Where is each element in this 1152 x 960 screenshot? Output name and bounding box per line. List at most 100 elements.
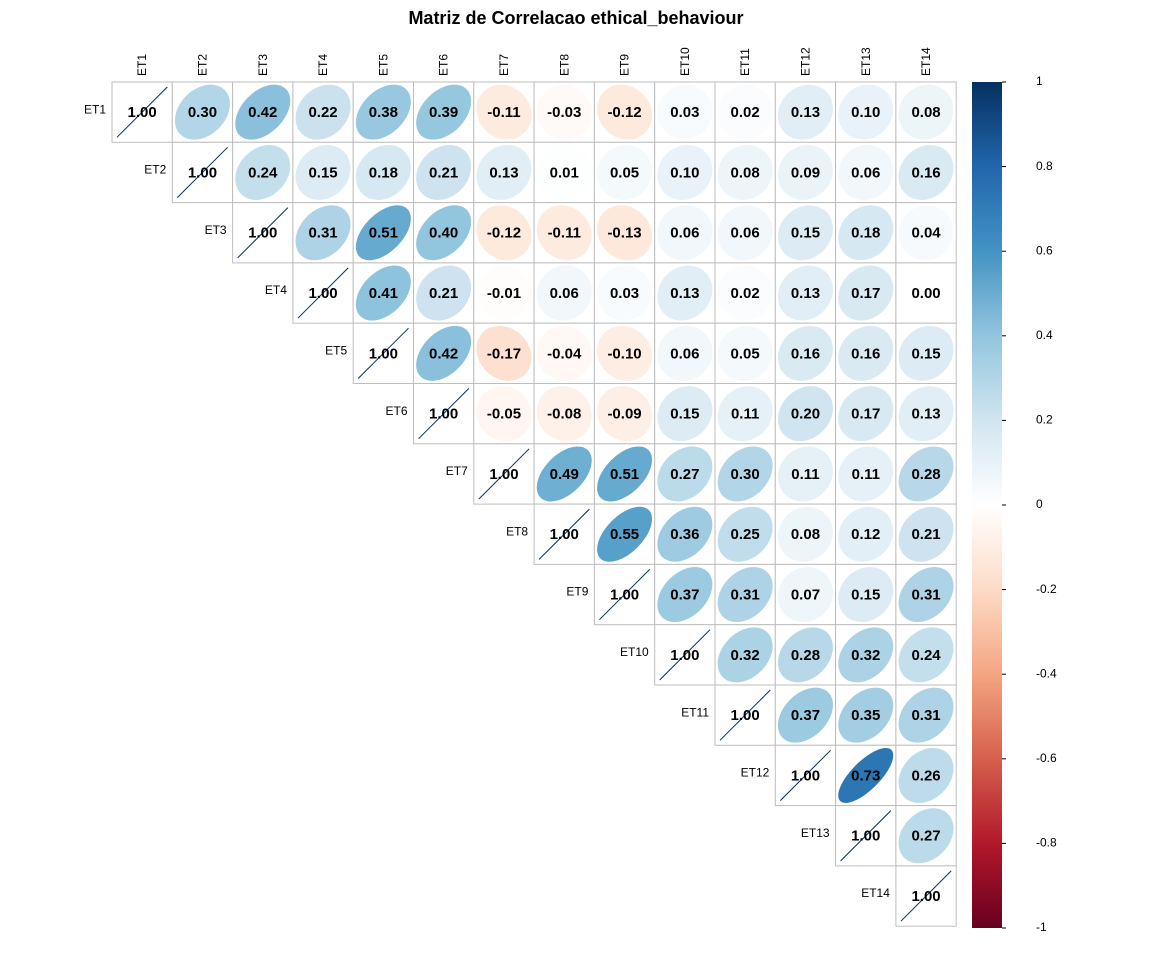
colorbar-tick-label: -0.8 xyxy=(1036,836,1057,850)
correlation-value: 0.37 xyxy=(791,707,820,724)
correlation-value: 0.15 xyxy=(851,587,880,604)
correlation-ellipse xyxy=(295,144,351,200)
correlation-value: 0.02 xyxy=(731,104,760,121)
row-label-et8: ET8 xyxy=(506,524,528,538)
correlation-value: -0.04 xyxy=(547,345,582,362)
correlation-value: -0.05 xyxy=(487,406,521,423)
diagonal-line xyxy=(176,146,228,198)
diagonal-line xyxy=(779,749,831,801)
correlation-ellipse xyxy=(476,265,532,321)
colorbar-tick-label: -1 xyxy=(1036,920,1047,934)
correlation-value: 0.13 xyxy=(670,285,699,302)
correlation-ellipse xyxy=(235,144,291,200)
correlation-value: 0.28 xyxy=(911,466,940,483)
correlation-ellipse xyxy=(717,627,773,683)
correlation-value: 0.32 xyxy=(731,647,760,664)
correlation-value: 1.00 xyxy=(489,466,518,483)
correlation-ellipse xyxy=(597,84,653,140)
correlation-value: 0.39 xyxy=(429,104,458,121)
correlation-ellipse xyxy=(416,325,472,381)
correlation-ellipse xyxy=(838,687,894,743)
diagonal-line xyxy=(538,508,590,560)
correlation-ellipse xyxy=(536,144,592,200)
correlation-ellipse xyxy=(898,687,954,743)
correlation-value: 1.00 xyxy=(791,767,820,784)
correlation-ellipse xyxy=(777,446,833,502)
correlation-value: 0.21 xyxy=(429,164,458,181)
correlation-ellipse xyxy=(838,506,894,562)
correlation-value: -0.11 xyxy=(487,104,520,121)
correlation-ellipse xyxy=(657,205,713,261)
correlation-value: 0.10 xyxy=(851,104,880,121)
correlation-value: 0.21 xyxy=(429,285,458,302)
correlation-value: 0.30 xyxy=(188,104,217,121)
diagonal-line xyxy=(659,629,711,681)
column-label-et4: ET4 xyxy=(316,54,330,76)
correlation-value: 0.42 xyxy=(248,104,277,121)
correlation-value: 0.10 xyxy=(670,164,699,181)
correlation-ellipse xyxy=(898,205,954,261)
correlation-ellipse xyxy=(295,84,351,140)
correlation-value: 0.16 xyxy=(911,164,940,181)
correlation-value: 0.36 xyxy=(670,526,699,543)
column-label-et10: ET10 xyxy=(678,47,692,76)
correlation-ellipse xyxy=(898,144,954,200)
correlation-ellipse xyxy=(898,627,954,683)
diagonal-line xyxy=(840,810,892,862)
correlation-value: 0.06 xyxy=(851,164,880,181)
column-label-et12: ET12 xyxy=(798,47,812,76)
correlation-ellipse xyxy=(597,325,653,381)
correlation-value: 0.08 xyxy=(791,526,820,543)
correlation-value: 0.06 xyxy=(731,225,760,242)
correlation-value: -0.09 xyxy=(607,406,641,423)
correlation-ellipse xyxy=(777,144,833,200)
correlation-ellipse xyxy=(536,325,592,381)
row-label-et7: ET7 xyxy=(446,464,468,478)
colorbar-tick-label: -0.2 xyxy=(1036,582,1057,596)
colorbar-tick-label: 0.4 xyxy=(1036,328,1053,342)
correlation-value: 0.15 xyxy=(308,164,337,181)
correlation-ellipse xyxy=(416,84,472,140)
correlation-value: 1.00 xyxy=(911,888,940,905)
correlation-ellipse xyxy=(777,567,833,623)
correlation-value: 0.26 xyxy=(911,767,940,784)
correlation-value: 0.13 xyxy=(911,406,940,423)
correlation-ellipse xyxy=(777,84,833,140)
correlation-value: 0.01 xyxy=(550,164,579,181)
correlation-value: 0.09 xyxy=(791,164,820,181)
correlation-value: 0.02 xyxy=(731,285,760,302)
correlation-value: 0.13 xyxy=(791,104,820,121)
row-label-et2: ET2 xyxy=(144,163,166,177)
correlation-value: 0.31 xyxy=(731,587,760,604)
column-label-et9: ET9 xyxy=(618,54,632,76)
correlation-ellipse xyxy=(536,265,592,321)
row-label-et13: ET13 xyxy=(801,826,830,840)
correlation-value: -0.01 xyxy=(487,285,521,302)
correlation-value: 0.31 xyxy=(911,707,940,724)
correlation-value: 1.00 xyxy=(610,587,639,604)
correlation-ellipse xyxy=(476,325,532,381)
correlation-ellipse xyxy=(597,386,653,442)
column-label-et11: ET11 xyxy=(738,48,752,76)
row-label-et6: ET6 xyxy=(385,404,407,418)
correlation-value: 0.27 xyxy=(911,828,940,845)
row-label-et4: ET4 xyxy=(265,283,287,297)
row-label-et14: ET14 xyxy=(861,886,890,900)
correlation-value: 0.16 xyxy=(791,345,820,362)
correlation-ellipse xyxy=(597,144,653,200)
correlation-value: 0.06 xyxy=(670,345,699,362)
correlation-value: 0.13 xyxy=(791,285,820,302)
correlation-ellipse xyxy=(657,567,713,623)
row-label-et3: ET3 xyxy=(205,223,227,237)
correlation-value: 0.20 xyxy=(791,406,820,423)
correlation-value: 0.30 xyxy=(731,466,760,483)
correlation-ellipse xyxy=(174,84,230,140)
diagonal-line xyxy=(900,870,952,922)
correlation-ellipse xyxy=(898,506,954,562)
correlation-ellipse xyxy=(597,446,653,502)
correlation-ellipse xyxy=(717,144,773,200)
correlation-value: 0.06 xyxy=(670,225,699,242)
correlation-ellipse xyxy=(476,144,532,200)
correlation-ellipse xyxy=(657,325,713,381)
correlation-value: -0.12 xyxy=(607,104,641,121)
